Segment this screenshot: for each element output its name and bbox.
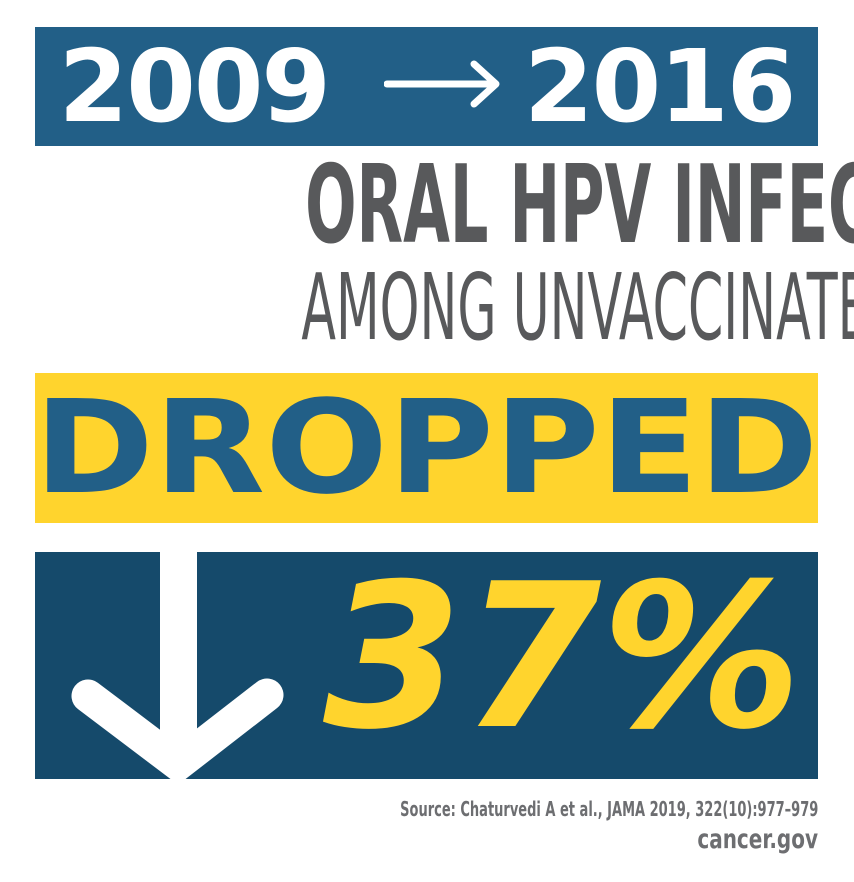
down-arrow-icon [71,552,284,785]
source-block: Source: Chaturvedi A et al., JAMA 2019, … [175,798,818,854]
headline-row: ORAL HPV INFECTIONS [0,152,854,260]
source-row: Source: Chaturvedi A et al., JAMA 2019, … [175,798,818,820]
site-text: cancer.gov [697,824,818,855]
year-start: 2009 [58,27,331,145]
site-row: cancer.gov [175,826,818,854]
headline: ORAL HPV INFECTIONS [305,143,854,268]
stat-value: 37% [323,541,802,774]
dropped-banner: DROPPED [34,372,819,523]
right-arrow-icon [384,60,500,107]
subheadline-row: AMONG UNVACCINATED MEN [0,262,854,354]
source-text: Source: Chaturvedi A et al., JAMA 2019, … [399,797,818,821]
year-end: 2016 [524,27,796,145]
stat-banner: 37% [35,541,818,785]
subheadline: AMONG UNVACCINATED MEN [301,254,854,361]
years-banner: 2009 2016 [35,27,818,146]
dropped-label: DROPPED [34,372,819,523]
